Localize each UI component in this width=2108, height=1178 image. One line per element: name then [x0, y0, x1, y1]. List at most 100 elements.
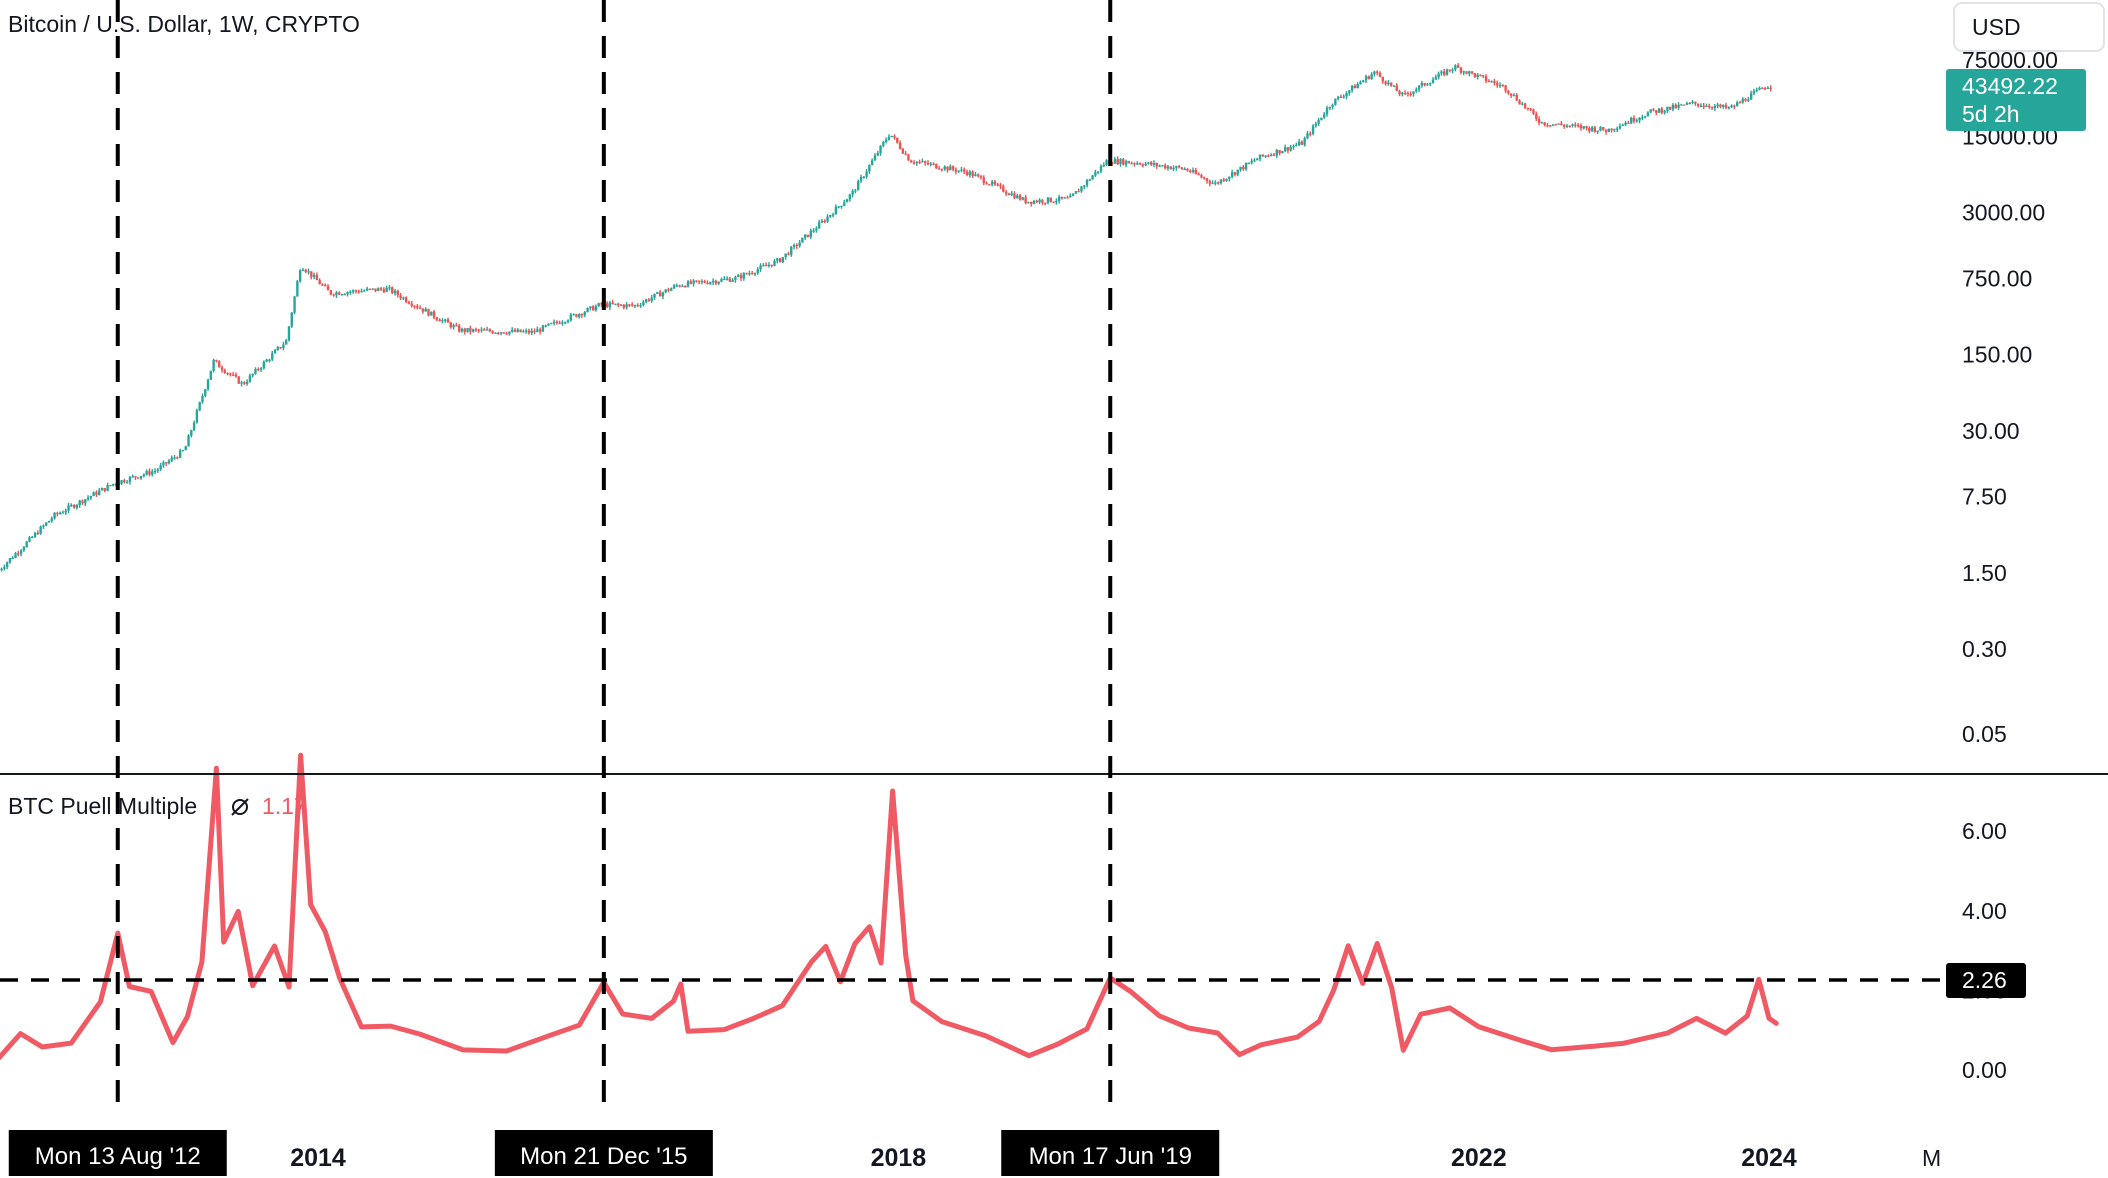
candle-490	[1364, 74, 1368, 84]
candle-541	[1507, 89, 1510, 95]
threshold-tag	[1946, 963, 2026, 998]
candle-172	[477, 328, 480, 333]
candle-3	[5, 561, 9, 570]
candle-600	[1671, 102, 1675, 112]
candle-591	[1646, 111, 1650, 117]
candle-167	[463, 327, 466, 335]
candle-560	[1560, 120, 1563, 126]
time-axis[interactable]: 2014 2018 2022 2024	[290, 1144, 1797, 1172]
candle-148	[410, 300, 413, 308]
candle-184	[511, 327, 514, 333]
candle-178	[494, 332, 497, 334]
marker-label-1: Mon 21 Dec '15	[520, 1143, 687, 1170]
candle-359	[999, 182, 1002, 190]
candle-297	[826, 214, 829, 223]
candle-4	[8, 557, 12, 564]
axis-menu-button[interactable]: M	[1922, 1145, 1941, 1171]
candle-478	[1331, 103, 1334, 110]
candle-275	[764, 262, 768, 267]
candle-280	[778, 257, 782, 263]
candle-296	[823, 219, 826, 224]
candle-535	[1490, 80, 1493, 83]
candle-356	[990, 179, 994, 187]
candle-584	[1627, 120, 1630, 124]
candle-454	[1264, 155, 1267, 159]
candle-392	[1091, 174, 1094, 180]
candle-218	[605, 301, 609, 308]
candle-107	[296, 279, 299, 297]
candle-315	[876, 150, 879, 157]
candle-28	[75, 503, 79, 510]
candle-352	[979, 175, 983, 180]
candle-574	[1599, 126, 1602, 132]
candle-51	[139, 475, 143, 480]
candle-555	[1546, 122, 1549, 128]
candle-162	[449, 321, 453, 329]
candle-263	[731, 278, 734, 283]
puell-tick-3: 0.00	[1962, 1057, 2007, 1083]
candle-175	[485, 326, 489, 331]
candle-176	[488, 328, 492, 333]
candle-543	[1512, 93, 1516, 97]
candle-38	[103, 487, 107, 493]
candle-292	[812, 228, 815, 233]
candle-430	[1197, 172, 1200, 176]
candle-369	[1027, 201, 1030, 204]
candle-495	[1378, 71, 1382, 78]
candle-227	[630, 302, 634, 307]
candle-229	[636, 303, 639, 307]
candle-496	[1381, 76, 1385, 84]
candle-442	[1230, 169, 1234, 179]
candle-187	[519, 329, 522, 333]
candle-97	[268, 358, 271, 363]
puell-axis[interactable]: 6.004.002.000.00	[1962, 818, 2007, 1083]
candle-27	[72, 504, 76, 509]
candle-261	[725, 276, 729, 281]
candle-139	[385, 285, 388, 293]
candle-337	[937, 165, 941, 170]
candle-493	[1373, 70, 1376, 77]
candle-106	[293, 295, 296, 315]
indicator-name[interactable]: BTC Puell Multiple	[8, 793, 197, 819]
candle-354	[985, 181, 988, 185]
candle-307	[854, 188, 857, 194]
candle-479	[1334, 98, 1337, 106]
candle-627	[1747, 97, 1750, 103]
candle-532	[1482, 75, 1485, 79]
candle-488	[1359, 80, 1362, 85]
threshold-value: 2.26	[1962, 967, 2007, 993]
candle-328	[912, 160, 916, 165]
candle-57	[156, 467, 160, 473]
candle-24	[64, 508, 67, 515]
candle-63	[173, 454, 176, 460]
candle-61	[167, 458, 171, 465]
candle-265	[737, 274, 740, 278]
candle-37	[100, 487, 104, 491]
candle-210	[583, 310, 586, 318]
candle-277	[770, 264, 773, 268]
hidden-eye-icon[interactable]	[231, 798, 249, 816]
candle-117	[324, 283, 327, 287]
currency-button[interactable]	[1953, 2, 2105, 52]
candle-30	[81, 499, 84, 505]
candle-157	[435, 316, 439, 322]
candle-131	[363, 289, 366, 292]
candle-621	[1730, 104, 1733, 108]
candle-452	[1258, 154, 1262, 162]
candle-322	[896, 137, 899, 144]
candle-300	[834, 204, 838, 215]
candle-360	[1002, 184, 1005, 193]
candle-500	[1392, 84, 1396, 87]
candle-219	[608, 300, 612, 311]
candle-120	[332, 293, 335, 297]
candle-232	[644, 298, 648, 304]
candle-515	[1434, 74, 1438, 80]
candle-72	[198, 401, 201, 412]
price-axis[interactable]: 75000.0015000.003000.00750.00150.0030.00…	[1962, 47, 2058, 747]
candle-335	[932, 162, 935, 166]
candle-206	[572, 313, 575, 316]
candle-376	[1046, 197, 1050, 205]
candle-225	[625, 302, 628, 310]
candle-200	[555, 320, 559, 325]
